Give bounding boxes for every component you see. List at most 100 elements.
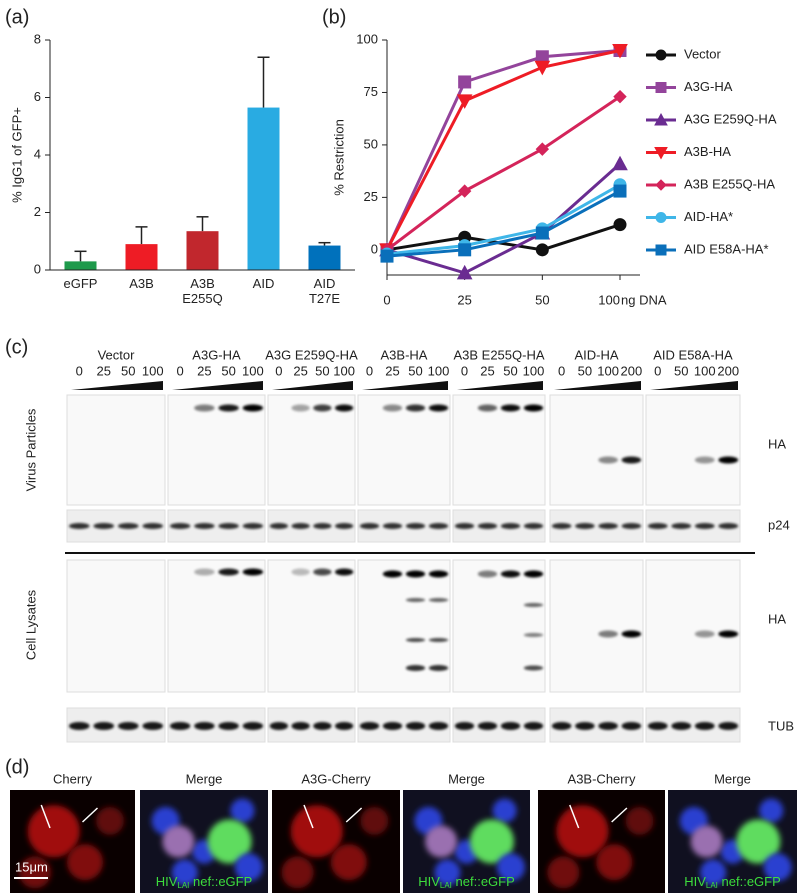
p24-band (313, 523, 332, 529)
band-label: HA (768, 611, 786, 626)
arrow (345, 807, 363, 823)
cell (736, 819, 781, 864)
overlay-sub: LAI (706, 881, 718, 890)
lane-label: 200 (717, 363, 739, 378)
dose-wedge (71, 381, 163, 390)
y-tick-label: 25 (364, 189, 378, 204)
p24-band (647, 523, 668, 529)
cell (700, 859, 727, 886)
overlay-label: HIVLAI nef::eGFP (418, 874, 515, 890)
p24-band (242, 523, 264, 529)
ha-band (523, 404, 544, 412)
ha-band (405, 638, 426, 642)
tub-band (454, 722, 475, 730)
tub-band (523, 722, 544, 730)
tub-band (694, 722, 715, 730)
lane-label: 25 (385, 363, 399, 378)
cell (162, 825, 195, 858)
tub-band (93, 722, 115, 730)
ha-band (621, 456, 642, 464)
blot-frame (66, 394, 166, 506)
p24-band (671, 523, 692, 529)
lane-label: 0 (76, 363, 83, 378)
p24-band (269, 523, 289, 529)
p24-band (551, 523, 572, 529)
band-label: p24 (768, 517, 790, 532)
x-tick-label: 50 (535, 292, 549, 307)
ha-band (334, 404, 354, 412)
ha-band (194, 404, 215, 412)
lane-label: 0 (461, 363, 468, 378)
p24-band (718, 523, 739, 529)
ha-band (218, 404, 239, 412)
blot-frame (357, 559, 451, 693)
ha-band (694, 630, 715, 638)
p24-band (142, 523, 164, 529)
lane-label: 100 (333, 363, 355, 378)
overlay-main: HIV (156, 874, 178, 889)
p24-band (291, 523, 310, 529)
p24-band (194, 523, 215, 529)
ha-band (291, 404, 310, 412)
ha-band (242, 568, 264, 576)
dose-wedge (172, 381, 263, 390)
bar (64, 261, 97, 270)
x-tick-label: A3B (129, 276, 154, 291)
cell (625, 806, 654, 835)
cell (234, 853, 263, 882)
image-caption: A3B-Cherry (568, 771, 636, 786)
band-label: TUB (768, 718, 794, 733)
band-label: HA (768, 436, 786, 451)
ha-band (694, 456, 715, 464)
ha-band (621, 630, 642, 638)
cell (360, 806, 389, 835)
y-tick-label: 8 (34, 31, 41, 46)
x-axis-label: ng DNA (621, 292, 667, 307)
p24-band (523, 523, 544, 529)
ha-band (194, 568, 215, 576)
lane-label: 0 (654, 363, 661, 378)
ha-band (477, 404, 498, 412)
blot-frame (452, 559, 546, 693)
blot-frame (357, 394, 451, 506)
y-tick-label: 6 (34, 89, 41, 104)
p24-band (428, 523, 449, 529)
p24-band (169, 523, 191, 529)
marker (612, 43, 628, 59)
lane-label: 50 (408, 363, 422, 378)
tub-band (117, 722, 139, 730)
scale-label: 15μm (15, 859, 48, 874)
cell (281, 856, 314, 889)
tub-band (334, 722, 354, 730)
tub-band (218, 722, 239, 730)
lane-label: 100 (694, 363, 716, 378)
overlay-rest: nef::eGFP (452, 874, 515, 889)
tub-band (598, 722, 618, 730)
series-line (386, 95, 621, 252)
overlay-label: HIVLAI nef::eGFP (156, 874, 253, 890)
cell (469, 819, 514, 864)
blot-frame (549, 559, 644, 693)
lane-label: 0 (558, 363, 565, 378)
cell (596, 844, 633, 881)
image-caption: Merge (186, 771, 223, 786)
tub-band (68, 722, 90, 730)
ha-band (428, 665, 449, 671)
tub-band (291, 722, 310, 730)
y-tick-label: 75 (364, 84, 378, 99)
dose-wedge (272, 381, 353, 390)
p24-band (694, 523, 715, 529)
p24-band (454, 523, 475, 529)
tub-band (269, 722, 289, 730)
marker (535, 142, 550, 156)
overlay-label: HIVLAI nef::eGFP (684, 874, 781, 890)
blot-group-label: A3G E259Q-HA (265, 347, 358, 362)
panel-label: (a) (5, 6, 29, 28)
series-line (386, 189, 621, 258)
blot-frame (549, 394, 644, 506)
ha-band (313, 404, 332, 412)
cell (496, 853, 525, 882)
lane-label: 100 (523, 363, 545, 378)
marker (380, 249, 394, 263)
